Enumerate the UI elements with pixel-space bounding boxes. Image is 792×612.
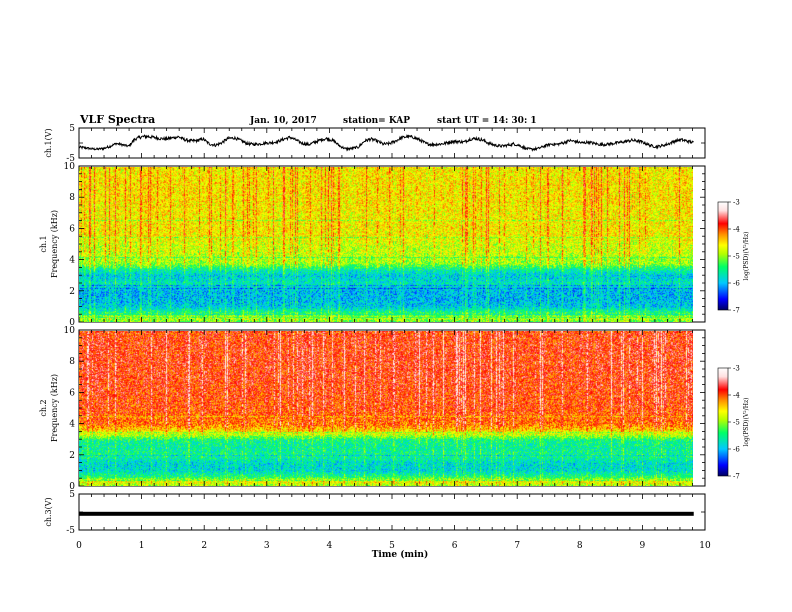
ch3-waveform-ylabel: ch.3(V) (44, 497, 53, 526)
x-tick-label: 0 (76, 541, 82, 551)
y-tick-label: 2 (69, 287, 75, 297)
y-tick-label: -5 (66, 154, 75, 164)
station-label: station= KAP (343, 116, 410, 126)
colorbar-tick-label: -6 (733, 280, 740, 288)
y-tick-label: 4 (69, 420, 75, 430)
y-tick-label: 0 (69, 482, 75, 492)
axes-group: 0 1 2 3 4 5 6 7 8 9 100246810-3-4-5-6-70246810-3-4… (64, 124, 741, 551)
x-tick-label: 9 (640, 541, 646, 551)
ch1-spectrogram (79, 167, 693, 322)
y-tick-label: 5 (69, 124, 75, 134)
y-tick-label: 6 (69, 224, 75, 234)
x-tick-label: 4 (327, 541, 333, 551)
ch2-frequency-ylabel: Frequency (kHz) (50, 374, 59, 442)
colorbar-tick-label: -5 (733, 419, 740, 427)
chart-title: VLF Spectra (79, 113, 155, 126)
ch1-colorbar (717, 201, 729, 311)
ch2-spectrogram-canvas (79, 331, 693, 486)
ch2-colorbar (717, 367, 729, 477)
ch1-frequency-ylabel: Frequency (kHz) (50, 210, 59, 278)
x-tick-label: 8 (577, 541, 583, 551)
start-time-label: start UT = 14: 30: 1 (437, 116, 537, 126)
colorbar-tick-label: -3 (733, 199, 740, 207)
y-tick-label: 10 (64, 162, 76, 172)
colorbar-tick-label: -7 (733, 307, 740, 315)
y-tick-label: 8 (69, 357, 75, 367)
ch1-waveform-line (78, 133, 694, 152)
x-tick-label: 7 (514, 541, 520, 551)
x-tick-label: 5 (389, 541, 395, 551)
y-tick-label: 6 (69, 388, 75, 398)
ch1-spectrogram-canvas (79, 167, 693, 322)
x-tick-label: 1 (139, 541, 145, 551)
x-axis-label: Time (min) (372, 549, 429, 560)
colorbar-tick-label: -4 (733, 392, 740, 400)
x-tick-label: 2 (201, 541, 207, 551)
y-tick-label: 8 (69, 193, 75, 203)
date-label: Jan. 10, 2017 (249, 116, 317, 126)
ch1-colorbar-label: log(PSD)(V2/Hz) (742, 232, 751, 281)
ch1-spectrogram-ylabel: ch.1 (39, 235, 48, 252)
ch1-waveform-ylabel: ch.1(V) (44, 128, 53, 157)
x-tick-label: 6 (452, 541, 458, 551)
y-tick-label: 10 (64, 326, 76, 336)
colorbar-tick-label: -3 (733, 365, 740, 373)
ch3-waveform-line (79, 511, 694, 516)
y-tick-label: 2 (69, 451, 75, 461)
x-tick-label: 3 (264, 541, 270, 551)
colorbar-tick-label: -4 (733, 226, 740, 234)
y-tick-label: 5 (69, 490, 75, 500)
ch2-colorbar-label: log(PSD)(V2/Hz) (742, 398, 751, 447)
colorbar-tick-label: -5 (733, 253, 740, 261)
ch2-spectrogram-ylabel: ch.2 (39, 399, 48, 416)
colorbar-tick-label: -6 (733, 446, 740, 454)
y-tick-label: -5 (66, 526, 75, 536)
x-tick-label: 10 (699, 541, 711, 551)
y-tick-label: 4 (69, 256, 75, 266)
colorbar-tick-label: -7 (733, 473, 740, 481)
y-tick-label: 0 (69, 318, 75, 328)
ch2-spectrogram (79, 331, 693, 486)
